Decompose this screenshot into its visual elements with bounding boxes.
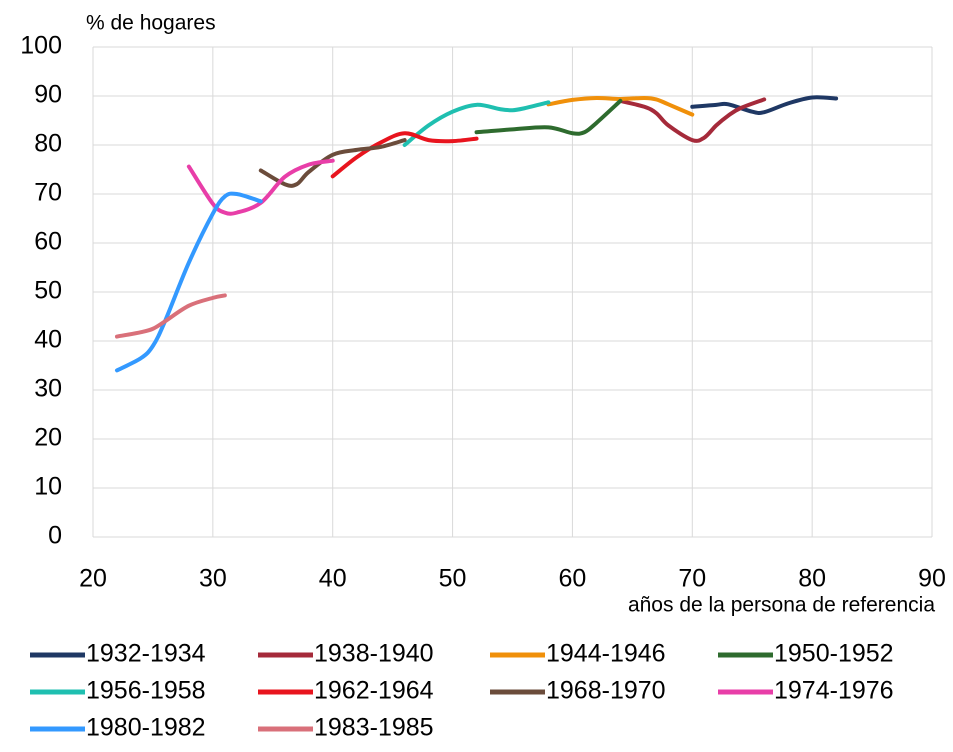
- x-axis-title: años de la persona de referencia: [628, 594, 935, 617]
- legend-label: 1944-1946: [546, 640, 666, 668]
- x-tick-label: 80: [798, 565, 826, 593]
- y-tick-label: 90: [34, 81, 62, 109]
- y-tick-label: 70: [34, 179, 62, 207]
- legend-label: 1983-1985: [314, 714, 434, 742]
- x-tick-label: 20: [79, 565, 107, 593]
- series-line: [546, 95, 695, 117]
- y-tick-label: 50: [34, 277, 62, 305]
- y-tick-label: 60: [34, 228, 62, 256]
- y-tick-label: 20: [34, 424, 62, 452]
- legend-label: 1932-1934: [86, 640, 206, 668]
- legend-label: 1962-1964: [314, 677, 434, 705]
- x-tick-label: 50: [439, 565, 467, 593]
- y-axis-title: % de hogares: [86, 12, 216, 35]
- y-tick-label: 0: [48, 522, 62, 550]
- x-tick-label: 30: [199, 565, 227, 593]
- x-tick-label: 40: [319, 565, 347, 593]
- series-line: [186, 158, 335, 216]
- series-line: [330, 131, 479, 179]
- legend-label: 1950-1952: [774, 640, 894, 668]
- legend-label: 1956-1958: [86, 677, 206, 705]
- y-tick-label: 30: [34, 375, 62, 403]
- y-tick-label: 10: [34, 473, 62, 501]
- x-tick-label: 70: [678, 565, 706, 593]
- series-line: [114, 191, 263, 373]
- series-line: [402, 100, 551, 147]
- legend-label: 1968-1970: [546, 677, 666, 705]
- legend-label: 1974-1976: [774, 677, 894, 705]
- legend-label: 1980-1982: [86, 714, 206, 742]
- y-tick-label: 40: [34, 326, 62, 354]
- series-line: [618, 97, 767, 143]
- series-line: [690, 95, 839, 115]
- y-tick-label: 80: [34, 130, 62, 158]
- y-tick-label: 100: [20, 32, 62, 60]
- x-tick-label: 60: [559, 565, 587, 593]
- series-line: [474, 98, 623, 136]
- series-line: [114, 293, 227, 339]
- x-tick-label: 90: [918, 565, 946, 593]
- legend-label: 1938-1940: [314, 640, 434, 668]
